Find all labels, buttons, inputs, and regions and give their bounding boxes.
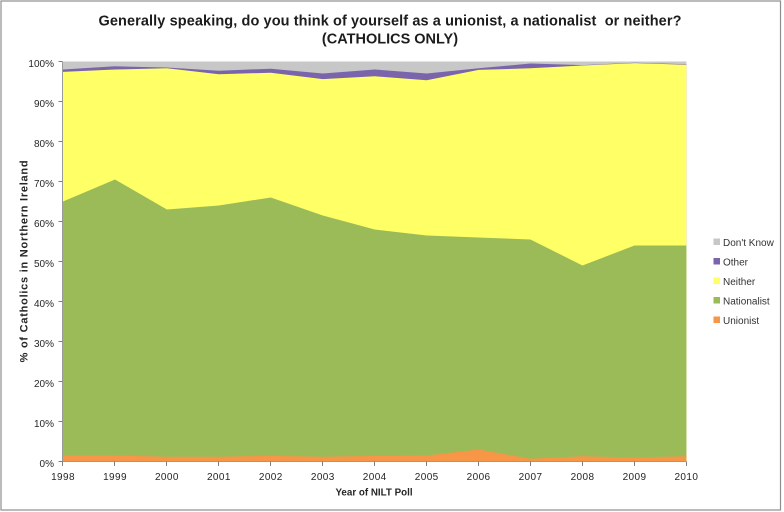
svg-text:% of Catholics in Northern Ire: % of Catholics in Northern Ireland [19,160,31,363]
svg-text:Other: Other [723,258,749,269]
svg-text:1999: 1999 [103,472,127,483]
svg-text:(CATHOLICS ONLY): (CATHOLICS ONLY) [322,32,458,48]
svg-text:2006: 2006 [467,472,491,483]
svg-text:80%: 80% [34,139,54,150]
svg-text:2010: 2010 [674,472,698,483]
svg-text:20%: 20% [34,379,54,390]
svg-text:2000: 2000 [155,472,179,483]
svg-text:40%: 40% [34,299,54,310]
svg-text:1998: 1998 [51,472,75,483]
svg-text:60%: 60% [34,219,54,230]
svg-text:2005: 2005 [415,472,439,483]
svg-text:2002: 2002 [259,472,283,483]
svg-text:2009: 2009 [623,472,647,483]
svg-text:2004: 2004 [363,472,387,483]
svg-text:Generally speaking, do you thi: Generally speaking, do you think of your… [98,14,681,30]
svg-text:10%: 10% [34,419,54,430]
svg-text:2003: 2003 [311,472,335,483]
svg-text:100%: 100% [28,59,54,70]
svg-text:2001: 2001 [207,472,231,483]
svg-text:Don't Know: Don't Know [723,238,775,249]
svg-text:30%: 30% [34,339,54,350]
svg-text:Unionist: Unionist [723,316,759,327]
svg-text:70%: 70% [34,179,54,190]
svg-text:Neither: Neither [723,277,756,288]
svg-text:50%: 50% [34,259,54,270]
svg-text:2008: 2008 [571,472,595,483]
svg-text:0%: 0% [40,459,55,470]
svg-text:2007: 2007 [519,472,543,483]
svg-text:Year of NILT Poll: Year of NILT Poll [335,488,412,499]
svg-text:Nationalist: Nationalist [723,297,770,308]
svg-text:90%: 90% [34,99,54,110]
